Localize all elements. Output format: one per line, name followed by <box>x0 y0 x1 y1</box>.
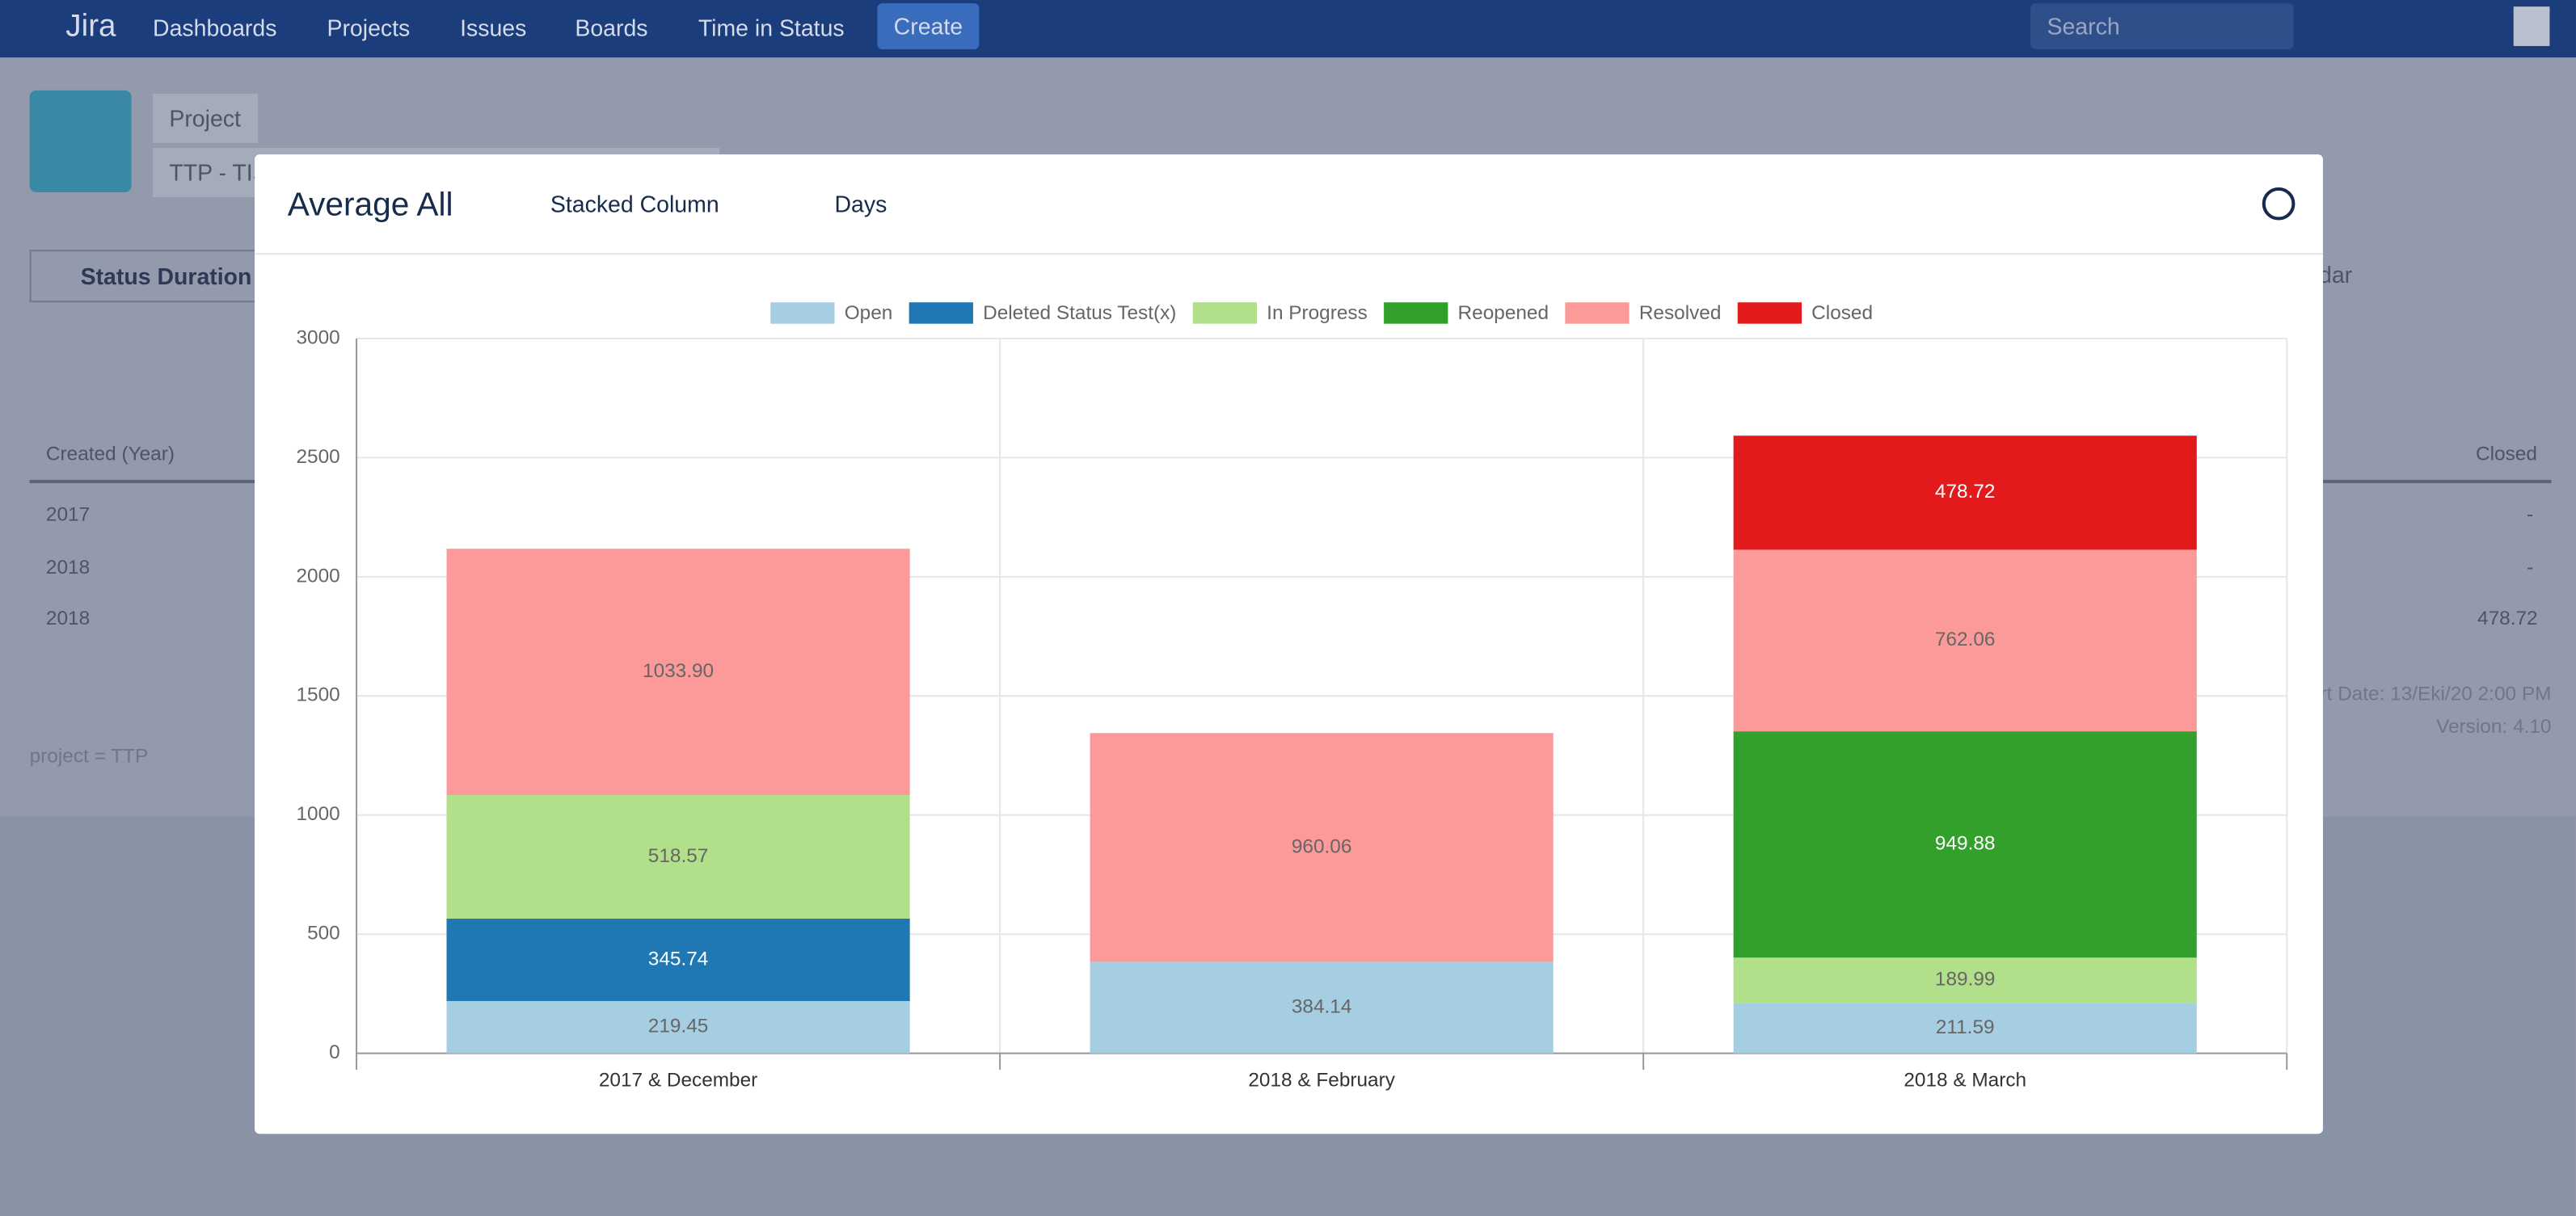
table-cell: - <box>2526 503 2534 526</box>
legend-swatch <box>770 302 835 324</box>
nav-item[interactable]: Time in Status <box>698 15 845 41</box>
search-box[interactable]: Search <box>2030 3 2294 50</box>
version: Version: 4.10 <box>2436 714 2552 738</box>
legend-label: Resolved <box>1639 302 1722 324</box>
modal-title: Average All <box>287 187 453 224</box>
bar-segment <box>446 918 910 1001</box>
value-label: 960.06 <box>1292 835 1352 857</box>
create-button[interactable]: Create <box>877 3 980 50</box>
value-label: 189.99 <box>1935 969 1996 991</box>
bar-segment <box>446 1000 910 1054</box>
top-nav: Jira Dashboards Projects Issues Boards T… <box>0 0 2576 58</box>
legend-swatch <box>1737 302 1802 324</box>
table-header: Created (Year) <box>45 442 175 465</box>
value-label: 949.88 <box>1935 833 1996 855</box>
legend-label: In Progress <box>1267 302 1368 324</box>
nav-item[interactable]: Dashboards <box>153 15 277 41</box>
legend-swatch <box>1192 302 1257 324</box>
table-cell: 2017 <box>45 503 91 526</box>
bar-segment <box>1090 961 1554 1054</box>
project-avatar <box>29 90 132 192</box>
value-label: 1033.90 <box>643 660 714 682</box>
bar-segment <box>446 795 910 919</box>
value-label: 762.06 <box>1935 629 1996 650</box>
logo[interactable]: Jira <box>65 10 116 44</box>
bar-segment <box>1733 549 2197 732</box>
legend-swatch <box>1384 302 1448 324</box>
bar-segment <box>1090 733 1554 962</box>
legend-label: Closed <box>1811 302 1873 324</box>
help-icon[interactable] <box>2262 187 2296 221</box>
bar-segment <box>1733 435 2197 550</box>
chart: 0 500 1000 1500 2000 2500 3000 2017 & December 2… <box>297 302 2288 1092</box>
legend-swatch <box>909 302 973 324</box>
value-label: 211.59 <box>1936 1016 1995 1038</box>
table-cell: 2018 <box>45 606 91 629</box>
nav-item[interactable]: Boards <box>575 15 648 41</box>
table-header: Closed <box>2475 442 2537 465</box>
y-tick-label: 2500 <box>297 446 340 468</box>
legend-label: Deleted Status Test(x) <box>983 302 1176 324</box>
x-tick-label: 2017 & December <box>599 1070 757 1092</box>
nav-item[interactable]: Issues <box>460 15 527 41</box>
value-label: 518.57 <box>648 845 709 867</box>
modal: Average All Stacked Column Days 0 500 1000… <box>255 154 2323 1134</box>
y-tick-label: 1000 <box>297 803 340 825</box>
nav-item[interactable]: Projects <box>327 15 411 41</box>
table-cell: 2018 <box>45 555 91 579</box>
y-tick-label: 3000 <box>297 326 340 348</box>
bar-segment <box>1733 731 2197 958</box>
x-tick-label: 2018 & February <box>1248 1070 1395 1092</box>
legend-swatch <box>1565 302 1629 324</box>
project-button[interactable]: Project <box>153 93 258 143</box>
legend-label: Open <box>845 302 893 324</box>
chart-type-dropdown[interactable]: Stacked Column <box>550 190 719 217</box>
y-tick-label: 1500 <box>297 684 340 706</box>
unit-dropdown[interactable]: Days <box>834 190 887 217</box>
y-tick-label: 0 <box>329 1041 340 1063</box>
y-tick-label: 500 <box>307 923 340 945</box>
x-tick-label: 2018 & March <box>1904 1070 2026 1092</box>
legend-label: Reopened <box>1458 302 1549 324</box>
table-cell: - <box>2526 555 2534 579</box>
bar-segment <box>1733 1003 2197 1054</box>
query: project = TTP <box>29 744 149 768</box>
value-label: 219.45 <box>648 1016 709 1037</box>
y-tick-label: 2000 <box>297 565 340 587</box>
bar-segment <box>446 549 910 796</box>
table-cell: 478.72 <box>2477 606 2538 629</box>
modal-header: Average All Stacked Column Days <box>255 154 2323 255</box>
bar-segment <box>1733 957 2197 1004</box>
value-label: 345.74 <box>648 948 709 970</box>
value-label: 478.72 <box>1935 481 1996 503</box>
value-label: 384.14 <box>1292 995 1352 1017</box>
avatar[interactable] <box>2513 6 2550 46</box>
status-duration-button[interactable]: Status Duration <box>29 250 270 303</box>
